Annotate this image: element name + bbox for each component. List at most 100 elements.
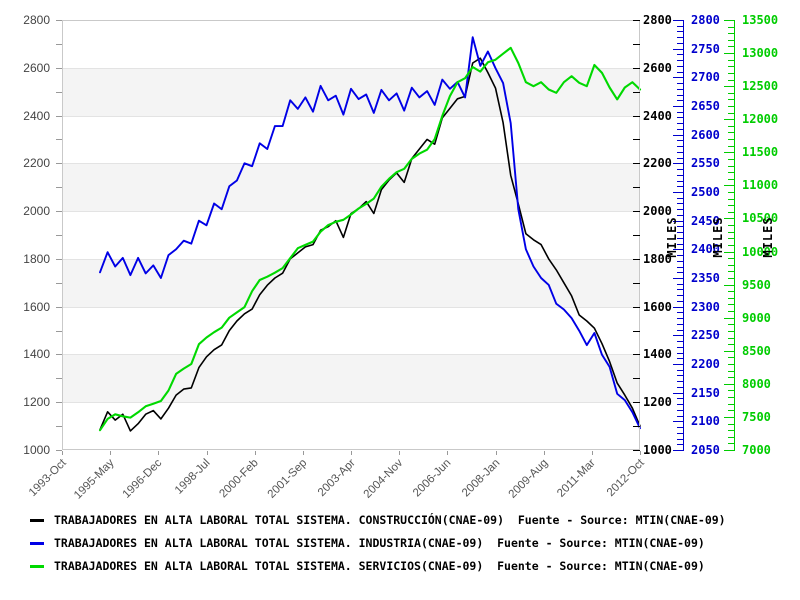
axis-tick-label: 10500 <box>742 211 779 226</box>
axis-minor-tick <box>728 26 734 28</box>
axis-minor-tick <box>728 238 734 240</box>
axis-minor-tick <box>728 39 734 41</box>
x-axis-tick-label: 2011-Mar <box>555 457 599 500</box>
axis-minor-tick <box>633 91 640 93</box>
axis-tick-label: 1800 <box>23 251 50 266</box>
axis-minor-tick <box>56 235 62 236</box>
axis-major-tick <box>673 220 683 222</box>
axis-minor-tick <box>633 426 640 428</box>
axis-minor-tick <box>728 311 734 313</box>
axis-tick-label: 11500 <box>742 145 779 160</box>
axis-minor-tick <box>633 378 640 380</box>
axis-major-tick <box>724 284 734 286</box>
axis-minor-tick <box>677 25 683 27</box>
axis-tick-label: 2800 <box>23 13 50 27</box>
axis-minor-tick <box>677 100 683 102</box>
axis-minor-tick <box>728 33 734 35</box>
legend: TRABAJADORES EN ALTA LABORAL TOTAL SISTE… <box>30 512 726 581</box>
axis-minor-tick <box>728 370 734 372</box>
axis-minor-tick <box>728 225 734 227</box>
axis-minor-tick <box>677 174 683 176</box>
axis-minor-tick <box>728 357 734 359</box>
axis-minor-tick <box>677 42 683 44</box>
axis-minor-tick <box>56 402 62 404</box>
axis-tick-label: 2500 <box>691 185 720 199</box>
series-plot <box>98 36 642 432</box>
axis-minor-tick <box>677 180 683 182</box>
axis-tick-label: 2350 <box>691 271 720 285</box>
axis-minor-tick <box>728 443 734 445</box>
axis-tick-label: 1400 <box>643 347 672 362</box>
x-axis-tick <box>351 451 352 455</box>
axis-tick-label: 1200 <box>23 395 50 410</box>
axis-tick-label: 9000 <box>742 310 771 325</box>
axis-minor-tick <box>728 172 734 174</box>
axis-minor-tick <box>728 397 734 399</box>
axis-major-tick <box>673 48 683 50</box>
legend-item: TRABAJADORES EN ALTA LABORAL TOTAL SISTE… <box>30 558 726 574</box>
axis-tick-label: 12500 <box>742 79 779 94</box>
axis-major-tick <box>724 86 734 88</box>
axis-minor-tick <box>728 66 734 68</box>
x-axis-tick <box>158 451 160 455</box>
legend-line-swatch-construccion <box>30 518 44 522</box>
axis-major-tick <box>724 350 734 352</box>
axis-tick-label: 2200 <box>691 357 720 371</box>
x-axis-tick <box>640 451 641 455</box>
axis-minor-tick <box>677 255 683 257</box>
axis-major-tick <box>673 450 683 451</box>
axis-major-tick <box>673 335 683 337</box>
grid-band <box>62 354 640 404</box>
axis-tick-label: 13000 <box>742 46 779 61</box>
grid-band <box>62 258 640 308</box>
axis-minor-tick <box>677 37 683 39</box>
axis-minor-tick <box>728 297 734 299</box>
axis-minor-tick <box>728 231 734 233</box>
axis-tick-label: 9500 <box>742 277 771 292</box>
axis-tick-label: 2550 <box>691 156 720 171</box>
legend-item: TRABAJADORES EN ALTA LABORAL TOTAL SISTE… <box>30 512 726 528</box>
grid-band <box>62 402 640 451</box>
grid-band <box>62 211 640 260</box>
x-axis-tick-label: 1996-Dec <box>121 457 165 501</box>
axis-major-tick <box>673 192 683 193</box>
axis-minor-tick <box>56 67 62 69</box>
legend-line-swatch-industria <box>30 541 44 545</box>
x-axis-tick <box>447 451 449 455</box>
axis-minor-tick <box>728 46 734 48</box>
x-axis-tick-label: 2009-Aug <box>506 457 551 501</box>
axis-minor-tick <box>677 323 683 325</box>
plot-area <box>62 20 642 451</box>
axis-minor-tick <box>728 377 734 379</box>
axis-minor-tick <box>677 146 683 148</box>
axis-minor-tick <box>677 283 683 285</box>
axis-tick-label: 2600 <box>23 60 50 75</box>
axis-minor-tick <box>677 157 683 159</box>
axis-minor-tick <box>677 243 683 245</box>
axis-minor-tick <box>728 125 734 127</box>
axis-minor-tick <box>56 91 62 93</box>
axis-tick-label: 2450 <box>691 213 720 228</box>
axis-minor-tick <box>56 258 62 260</box>
axis-minor-tick <box>728 436 734 438</box>
x-axis-tick-label: 2004-Nov <box>361 457 406 501</box>
axis-tick-label: 2000 <box>23 204 50 219</box>
axis-major-tick <box>673 106 683 107</box>
axis-minor-tick <box>633 187 640 189</box>
axis-minor-tick <box>677 352 683 354</box>
axis-minor-tick <box>677 54 683 56</box>
axis-minor-tick <box>728 192 734 193</box>
axis-major-tick <box>673 306 683 308</box>
axis-title-miles-black: MILES <box>665 216 679 258</box>
axis-tick-label: 1800 <box>643 251 672 266</box>
axis-minor-tick <box>728 211 734 213</box>
axis-minor-tick <box>677 432 683 434</box>
axis-minor-tick <box>677 83 683 85</box>
axis-minor-tick <box>728 344 734 346</box>
axis-minor-tick <box>633 67 640 69</box>
axis-minor-tick <box>728 264 734 266</box>
axis-minor-tick <box>677 318 683 320</box>
axis-minor-tick <box>728 278 734 279</box>
axis-tick-label: 1600 <box>643 299 672 314</box>
